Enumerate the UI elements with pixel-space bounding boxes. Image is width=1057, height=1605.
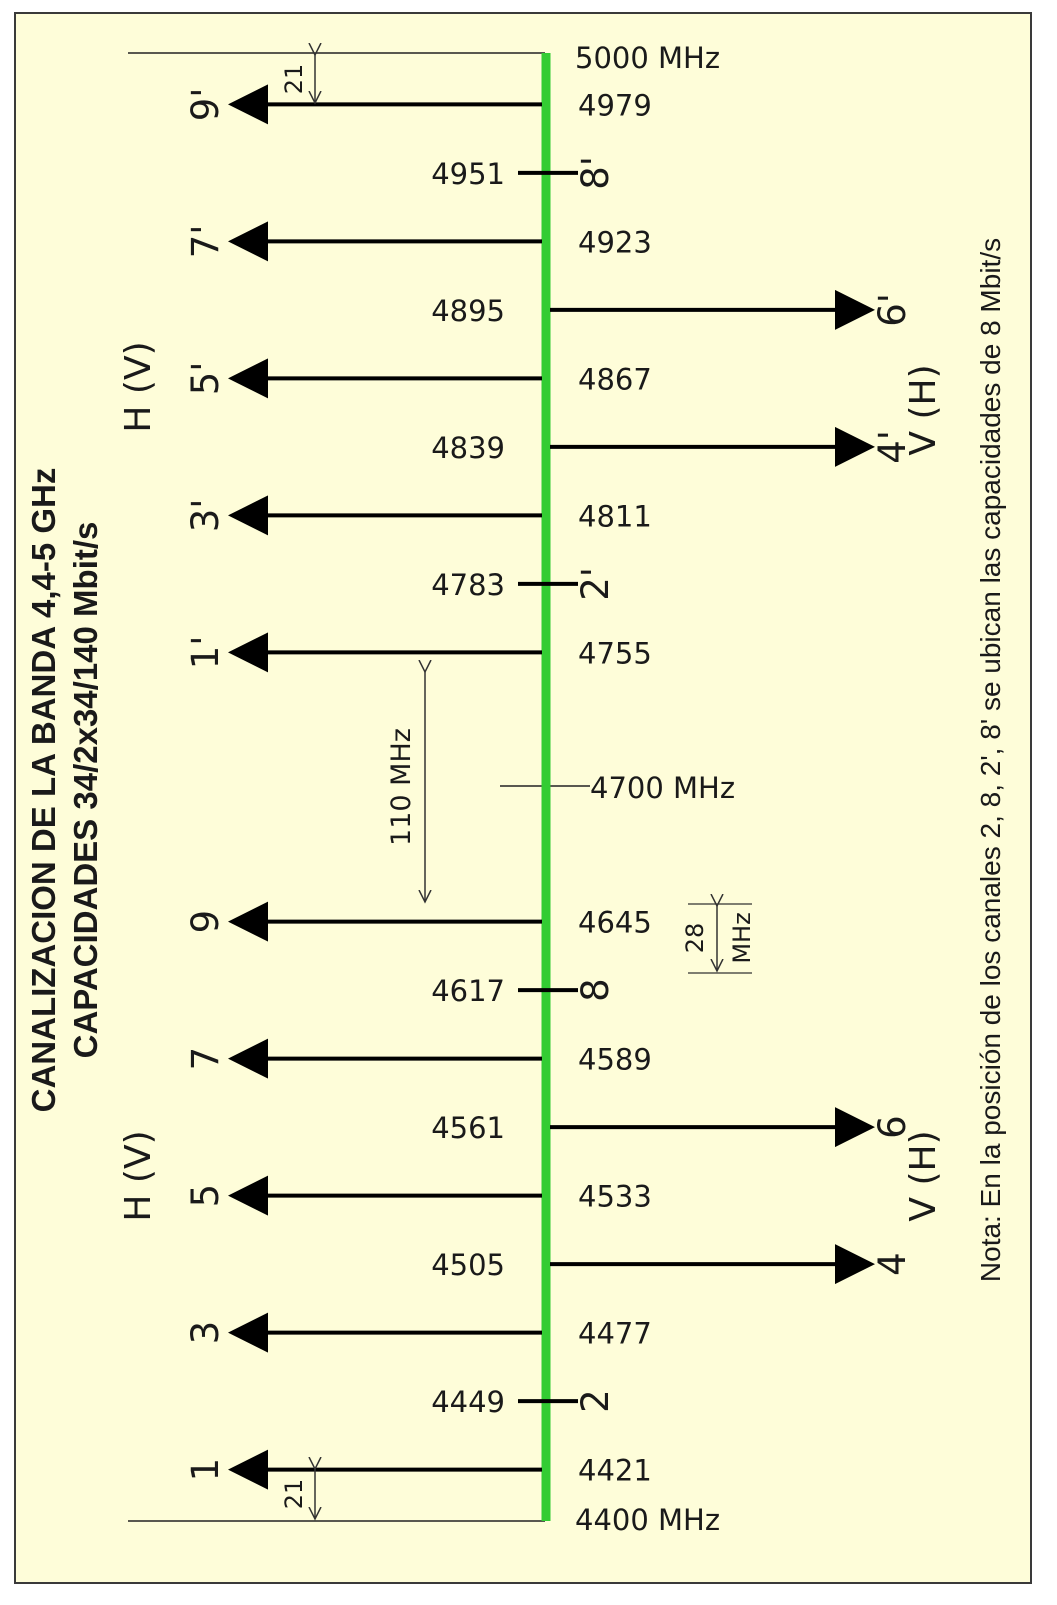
diagram-title-line2: CAPACIDADES 34/2x34/140 Mbit/s (67, 522, 104, 1059)
channel-6-prime-label: 6' (871, 293, 914, 327)
polarization-left-lower: H (V) (118, 1130, 159, 1221)
channel-8-prime-freq: 4951 (431, 157, 505, 191)
channel-8-label: 8 (574, 978, 617, 1002)
diagram-note: Nota: En la posición de los canales 2, 8… (975, 238, 1006, 1282)
channel-5-prime-label: 5' (184, 362, 227, 396)
edge-gap-top-label: 21 (280, 64, 308, 95)
channel-7-freq: 4589 (578, 1043, 652, 1077)
channel-spacing-value: 28 (681, 923, 709, 954)
channel-3-prime-label: 3' (184, 499, 227, 533)
band-high-label: 5000 MHz (575, 41, 720, 75)
channel-5-prime-freq: 4867 (578, 362, 652, 396)
channel-2-freq: 4449 (431, 1385, 505, 1419)
channel-6-prime-freq: 4895 (431, 294, 505, 328)
edge-gap-bottom-label: 21 (280, 1479, 308, 1510)
channel-9-prime-label: 9' (184, 88, 227, 122)
diagram-title-line1: CANALIZACION DE LA BANDA 4,4-5 GHz (25, 468, 62, 1113)
center-gap-dimension: 110 MHz (386, 672, 425, 902)
channel-7-label: 7 (184, 1047, 227, 1071)
channel-3-freq: 4477 (578, 1317, 652, 1351)
band-center-label: 4700 MHz (590, 771, 735, 805)
channel-8-prime-label: 8' (574, 156, 617, 190)
channel-spacing-dimension: 28 MHz (681, 904, 756, 974)
channel-1-freq: 4421 (578, 1454, 652, 1488)
channel-4-label: 4 (871, 1252, 914, 1276)
channel-4-prime-label: 4' (871, 430, 914, 464)
channel-3-label: 3 (184, 1321, 227, 1345)
channel-8-freq: 4617 (431, 974, 505, 1008)
channel-7-prime-label: 7' (184, 225, 227, 259)
edge-gap-top-dimension: 21 (280, 55, 315, 103)
channel-9-freq: 4645 (578, 906, 652, 940)
channel-9-label: 9 (184, 910, 227, 934)
channel-1-prime-freq: 4755 (578, 636, 652, 670)
channel-2-prime-freq: 4783 (431, 568, 505, 602)
channel-4-prime-freq: 4839 (431, 431, 505, 465)
channel-6-freq: 4561 (431, 1111, 505, 1145)
channel-2-label: 2 (574, 1389, 617, 1413)
diagram-frame (14, 12, 1032, 1584)
channel-6-label: 6 (871, 1115, 914, 1139)
channel-spacing-unit: MHz (728, 912, 756, 963)
polarization-right-upper: V (H) (903, 364, 944, 455)
band-low-label: 4400 MHz (575, 1503, 720, 1537)
edge-gap-bottom-dimension: 21 (280, 1469, 315, 1519)
channel-5-freq: 4533 (578, 1180, 652, 1214)
polarization-left-upper: H (V) (118, 341, 159, 432)
channel-7-prime-freq: 4923 (578, 225, 652, 259)
channel-1-label: 1 (184, 1458, 227, 1482)
channel-5-label: 5 (184, 1184, 227, 1208)
center-gap-label: 110 MHz (386, 728, 417, 846)
polarization-right-lower: V (H) (903, 1130, 944, 1221)
channel-9-prime-freq: 4979 (578, 88, 652, 122)
channel-3-prime-freq: 4811 (578, 499, 652, 533)
channel-2-prime-label: 2' (574, 567, 617, 601)
channel-1-prime-label: 1' (184, 636, 227, 670)
channel-4-freq: 4505 (431, 1248, 505, 1282)
channel-group: 4421 1 4449 2 4477 3 4505 4 4533 5 4561 6 4589 7 4617 8… (184, 84, 914, 1490)
